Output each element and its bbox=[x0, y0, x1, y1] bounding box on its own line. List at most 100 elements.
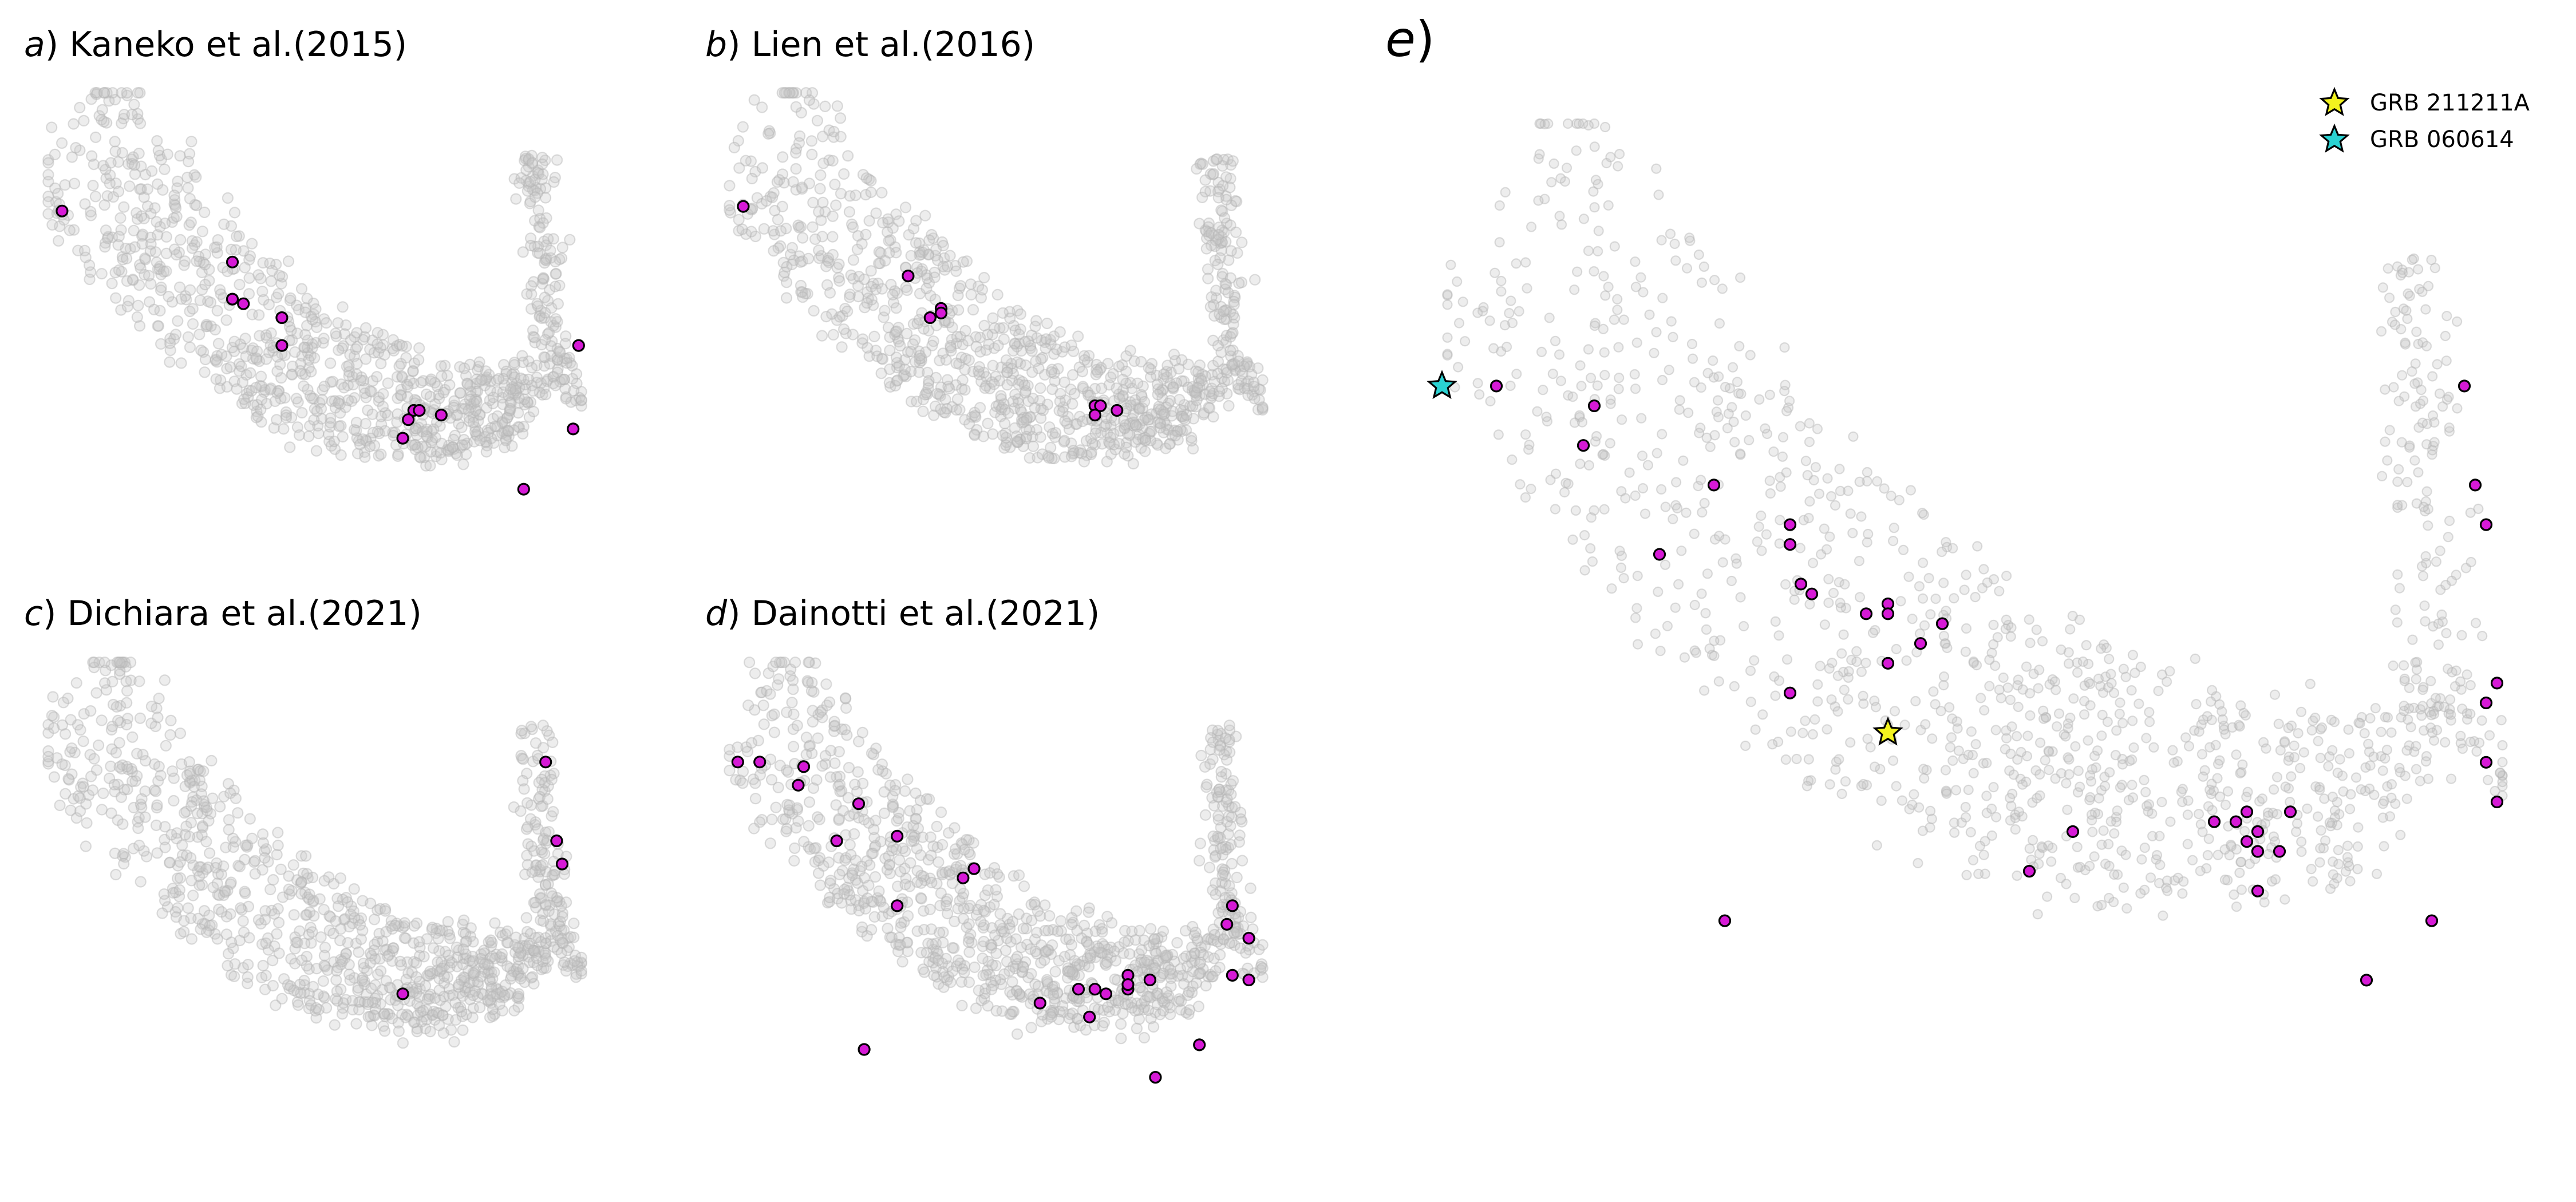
background-point bbox=[1154, 422, 1166, 434]
background-point bbox=[485, 432, 497, 444]
background-point bbox=[109, 847, 121, 859]
background-point bbox=[42, 176, 54, 188]
background-point bbox=[2037, 636, 2048, 647]
background-point bbox=[133, 148, 145, 160]
background-point bbox=[527, 385, 539, 397]
background-point bbox=[270, 259, 282, 271]
background-point bbox=[482, 994, 494, 1006]
background-point bbox=[68, 118, 80, 130]
background-point bbox=[2400, 770, 2411, 781]
background-point bbox=[1589, 266, 1599, 277]
background-point bbox=[1942, 642, 1953, 654]
background-point bbox=[243, 254, 255, 266]
background-point bbox=[1970, 591, 1981, 603]
background-point bbox=[1994, 586, 2005, 596]
background-point bbox=[2123, 794, 2134, 806]
background-point bbox=[543, 905, 555, 917]
background-point bbox=[2283, 722, 2294, 734]
background-point bbox=[2352, 864, 2363, 875]
background-point bbox=[105, 157, 117, 169]
background-point bbox=[1108, 438, 1120, 450]
background-point bbox=[1174, 394, 1186, 406]
background-point bbox=[214, 382, 226, 394]
background-point bbox=[86, 150, 98, 162]
background-point bbox=[196, 266, 208, 278]
background-point bbox=[902, 773, 914, 785]
background-point bbox=[1201, 778, 1213, 790]
background-point bbox=[163, 290, 175, 303]
background-point bbox=[171, 211, 183, 223]
background-point bbox=[1843, 694, 1854, 705]
background-point bbox=[80, 798, 92, 810]
background-point bbox=[127, 274, 139, 286]
background-point bbox=[329, 443, 341, 455]
background-point bbox=[1668, 513, 1678, 525]
background-point bbox=[110, 177, 122, 189]
background-point bbox=[1717, 557, 1728, 568]
background-point bbox=[813, 813, 825, 825]
background-point bbox=[152, 320, 164, 332]
background-point bbox=[520, 164, 532, 176]
background-point bbox=[287, 859, 299, 871]
background-point bbox=[124, 180, 136, 192]
background-point bbox=[1235, 813, 1247, 825]
background-point bbox=[771, 176, 783, 188]
background-point bbox=[2401, 745, 2412, 756]
background-point bbox=[343, 359, 355, 371]
highlighted-point bbox=[396, 432, 409, 445]
background-point bbox=[2334, 754, 2345, 765]
background-point bbox=[521, 396, 534, 408]
background-point bbox=[1673, 579, 1684, 590]
background-point bbox=[209, 323, 221, 336]
background-point bbox=[391, 416, 403, 428]
background-point bbox=[184, 193, 196, 205]
background-point bbox=[1007, 345, 1020, 357]
background-point bbox=[1749, 655, 1760, 666]
background-point bbox=[555, 947, 567, 959]
background-point bbox=[375, 448, 387, 460]
background-point bbox=[1168, 349, 1180, 361]
background-point bbox=[1600, 121, 1611, 133]
background-point bbox=[1096, 926, 1108, 938]
background-point bbox=[187, 889, 199, 902]
background-point bbox=[1049, 966, 1061, 978]
background-point bbox=[121, 89, 133, 101]
background-point bbox=[512, 421, 524, 433]
background-point bbox=[1042, 452, 1055, 464]
background-point bbox=[1533, 153, 1544, 164]
background-point bbox=[414, 452, 427, 464]
background-point bbox=[1203, 861, 1216, 873]
background-point bbox=[307, 980, 319, 993]
background-point bbox=[521, 859, 534, 871]
background-point bbox=[202, 320, 214, 332]
background-point bbox=[433, 1019, 445, 1031]
background-point bbox=[474, 408, 486, 421]
background-point bbox=[1593, 246, 1603, 257]
background-point bbox=[178, 259, 190, 271]
background-point bbox=[1136, 944, 1148, 956]
background-point bbox=[316, 394, 328, 406]
background-point bbox=[432, 932, 444, 944]
background-point bbox=[457, 1024, 469, 1036]
background-point bbox=[259, 852, 271, 864]
background-point bbox=[1768, 446, 1779, 457]
background-point bbox=[1224, 272, 1236, 284]
background-point bbox=[839, 723, 851, 736]
background-point bbox=[367, 426, 379, 439]
background-point bbox=[560, 393, 572, 405]
background-point bbox=[2073, 765, 2084, 776]
background-point bbox=[447, 441, 459, 453]
background-point bbox=[1147, 1021, 1160, 1033]
background-point bbox=[743, 657, 756, 669]
background-point bbox=[491, 374, 503, 386]
background-point bbox=[203, 814, 215, 827]
panel-d-background-points bbox=[724, 657, 1269, 1045]
background-point bbox=[807, 782, 820, 794]
background-point bbox=[1635, 272, 1646, 283]
background-point bbox=[1006, 976, 1018, 988]
background-point bbox=[430, 450, 442, 462]
background-point bbox=[2353, 822, 2364, 833]
background-point bbox=[1802, 470, 1813, 481]
background-point bbox=[1729, 681, 1740, 692]
background-point bbox=[456, 421, 468, 433]
